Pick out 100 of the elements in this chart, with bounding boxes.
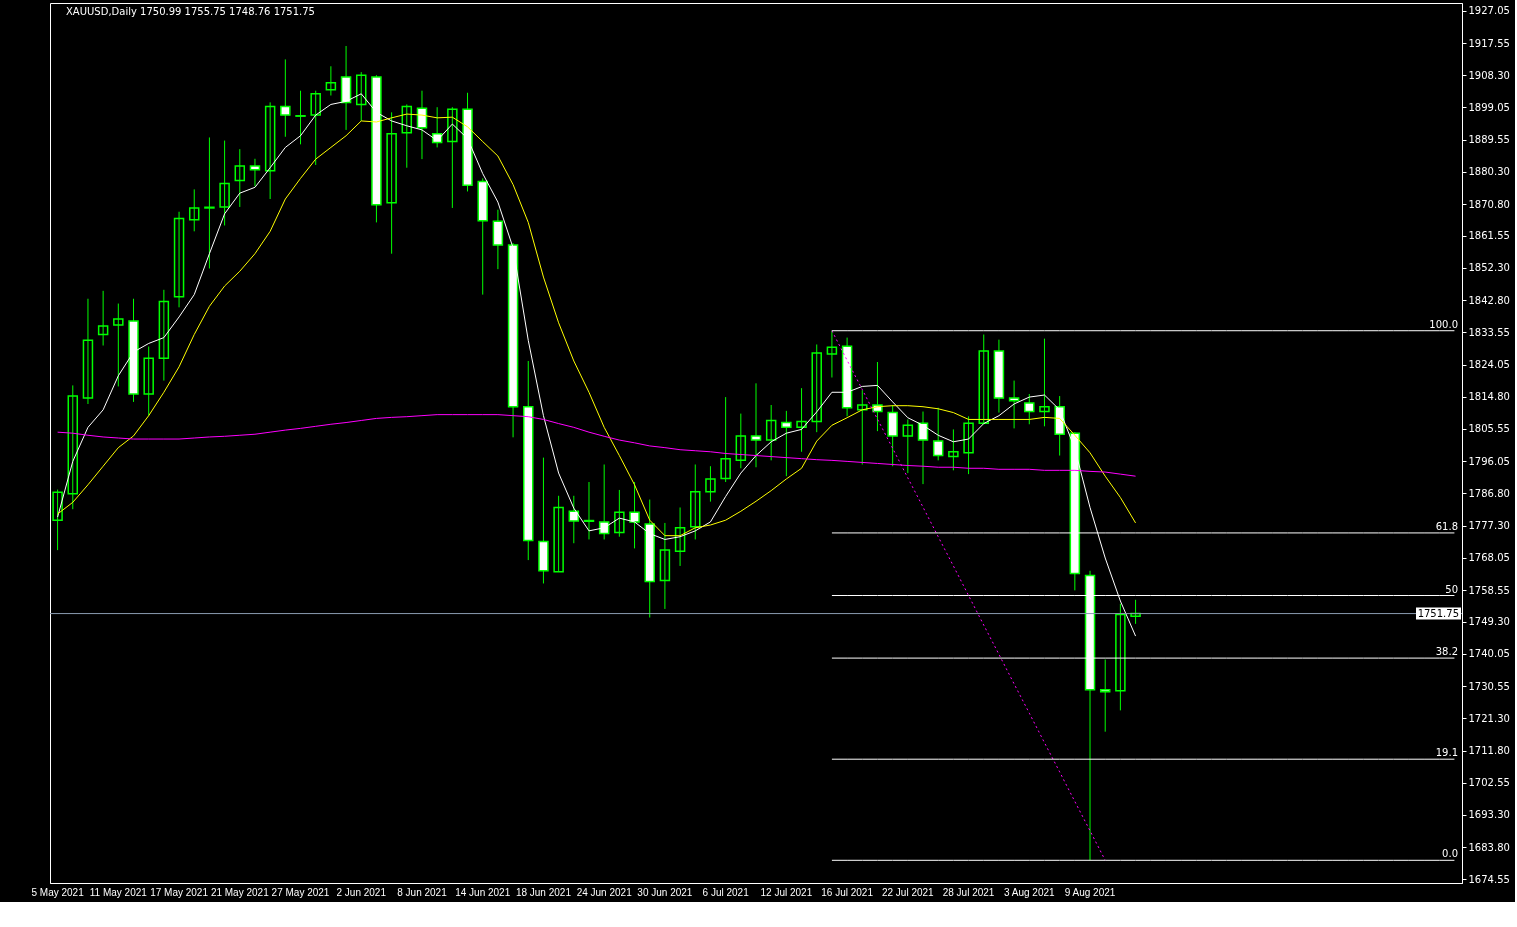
y-tick-label: 1917.55: [1468, 37, 1510, 49]
y-tick-label: 1683.80: [1468, 841, 1510, 853]
x-tick-label: 16 Jul 2021: [821, 886, 874, 898]
x-tick-label: 12 Jul 2021: [760, 886, 813, 898]
x-tick-label: 30 Jun 2021: [637, 886, 693, 898]
candlestick: [492, 209, 504, 270]
candlestick: [553, 495, 564, 573]
y-tick-label: 1702.55: [1468, 777, 1510, 789]
candlestick: [705, 465, 716, 503]
candlestick: [887, 404, 898, 467]
y-tick-label: 1908.30: [1468, 69, 1510, 81]
candlestick: [902, 418, 914, 474]
x-tick-label: 17 May 2021: [150, 886, 209, 898]
y-tick-label: 1870.80: [1468, 198, 1510, 210]
candlestick: [1024, 393, 1035, 425]
candlestick: [97, 290, 109, 347]
candlestick: [1039, 338, 1050, 427]
candlestick: [204, 136, 215, 269]
y-tick-label: 1721.30: [1468, 712, 1510, 724]
y-tick-label: 1796.05: [1468, 455, 1510, 467]
y-tick-label: 1889.55: [1468, 134, 1510, 146]
y-tick-label: 1805.55: [1468, 423, 1510, 435]
candlestick: [978, 334, 989, 425]
x-tick-label: 11 May 2021: [89, 886, 148, 898]
x-tick-label: 22 Jul 2021: [881, 886, 935, 898]
candlestick: [720, 396, 731, 483]
x-tick-label: 24 Jun 2021: [576, 886, 633, 898]
x-tick-label: 21 May 2021: [210, 886, 270, 898]
x-tick-label: 8 Jun 2021: [397, 886, 448, 898]
candlestick: [158, 289, 170, 382]
y-tick-label: 1927.05: [1468, 5, 1510, 17]
x-tick-label: 9 Aug 2021: [1064, 886, 1116, 898]
candlestick: [872, 361, 883, 432]
y-tick-label: 1730.55: [1468, 680, 1510, 692]
ref-line-label: 1751.75: [1417, 607, 1459, 619]
annotation: 61.8: [1435, 520, 1458, 532]
candlestick: [963, 415, 974, 475]
y-tick-label: 1711.80: [1468, 745, 1510, 757]
y-tick-label: 1899.05: [1468, 101, 1510, 113]
candlestick: [857, 389, 868, 465]
y-tick-label: 1768.05: [1468, 552, 1510, 564]
y-tick-label: 1749.30: [1468, 616, 1510, 628]
candlestick: [932, 407, 944, 461]
annotation: 50: [1445, 583, 1458, 595]
candlestick: [356, 71, 367, 122]
candlestick: [948, 428, 959, 471]
candlestick: [280, 58, 291, 138]
y-tick-label: 1824.05: [1468, 359, 1510, 371]
candlestick: [750, 382, 762, 468]
candlestick: [568, 495, 580, 544]
candlestick: [690, 463, 701, 540]
candlestick: [82, 298, 94, 405]
y-tick-label: 1740.05: [1468, 648, 1510, 660]
candlestick: [67, 384, 79, 510]
y-tick-label: 1861.55: [1468, 230, 1510, 242]
candlestick: [219, 140, 230, 226]
candlestick: [173, 211, 185, 308]
y-tick-label: 1852.30: [1468, 262, 1510, 274]
candlestick: [264, 101, 276, 200]
candlestick: [796, 387, 807, 453]
candlestick: [614, 489, 625, 538]
annotation: 0.0: [1442, 848, 1458, 860]
candlestick: [113, 303, 124, 387]
x-tick-label: 27 May 2021: [271, 886, 330, 898]
candlestick: [765, 404, 777, 461]
candlestick: [674, 506, 686, 567]
x-tick-label: 18 Jun 2021: [515, 886, 572, 898]
x-tick-label: 6 Jul 2021: [702, 886, 750, 898]
candlestick: [735, 413, 747, 469]
candlestick: [629, 481, 640, 549]
candlestick: [1115, 603, 1126, 711]
candlestick: [52, 489, 63, 551]
y-tick-label: 1758.55: [1468, 584, 1510, 596]
x-tick-label: 14 Jun 2021: [455, 886, 511, 898]
annotation: 100.0: [1429, 318, 1458, 330]
annotation: 19.1: [1435, 747, 1458, 759]
x-tick-label: 28 Jul 2021: [942, 886, 995, 898]
y-tick-label: 1880.30: [1468, 166, 1510, 177]
x-tick-label: 2 Jun 2021: [336, 886, 387, 898]
y-tick-label: 1842.80: [1468, 294, 1510, 306]
candlestick: [447, 106, 458, 209]
x-tick-label: 3 Aug 2021: [1003, 886, 1056, 898]
y-tick-label: 1833.55: [1468, 326, 1510, 338]
y-tick-label: 1777.30: [1468, 520, 1510, 532]
y-tick-label: 1786.80: [1468, 487, 1510, 499]
candlestick: [401, 103, 413, 169]
x-tick-label: 5 May 2021: [31, 886, 85, 898]
candlestick: [659, 522, 671, 610]
candlestick: [188, 188, 200, 232]
candlestick: [583, 481, 595, 540]
candlestick: [234, 148, 246, 208]
candlestick: [386, 111, 397, 255]
candlestick: [143, 346, 154, 417]
candlestick: [917, 411, 929, 485]
annotation: 38.2: [1435, 646, 1458, 658]
candlestick: [1130, 599, 1141, 625]
candlestick: [325, 65, 337, 96]
candlestick: [811, 343, 822, 433]
candlestick: [310, 90, 321, 166]
y-tick-label: 1814.80: [1468, 391, 1510, 403]
